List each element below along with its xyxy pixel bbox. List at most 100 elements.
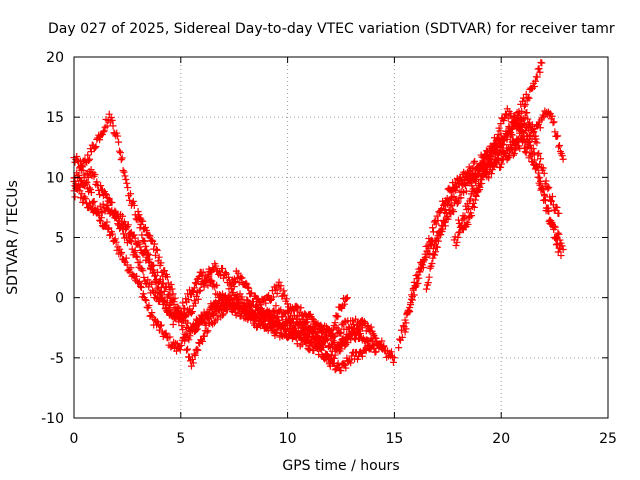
data-point bbox=[82, 195, 90, 203]
data-point bbox=[485, 153, 493, 161]
data-point bbox=[111, 235, 119, 243]
data-point bbox=[193, 325, 201, 333]
data-point bbox=[505, 153, 513, 161]
data-point bbox=[133, 253, 141, 261]
data-point bbox=[108, 199, 116, 207]
data-point bbox=[433, 212, 441, 220]
data-point bbox=[305, 333, 313, 341]
data-point bbox=[213, 281, 221, 289]
data-point bbox=[438, 227, 446, 235]
data-point bbox=[328, 330, 336, 338]
data-point bbox=[100, 127, 108, 135]
data-point bbox=[402, 319, 410, 327]
data-point bbox=[389, 358, 397, 366]
data-point bbox=[86, 155, 94, 163]
data-point bbox=[123, 179, 131, 187]
data-point bbox=[136, 278, 144, 286]
data-point bbox=[344, 339, 352, 347]
data-point bbox=[283, 295, 291, 303]
data-point bbox=[93, 178, 101, 186]
data-point bbox=[449, 206, 457, 214]
data-point bbox=[115, 138, 123, 146]
data-point bbox=[471, 196, 479, 204]
data-point bbox=[428, 260, 436, 268]
data-point bbox=[141, 296, 149, 304]
data-point bbox=[535, 169, 543, 177]
data-point bbox=[276, 285, 284, 293]
data-point bbox=[487, 170, 495, 178]
data-point bbox=[148, 280, 156, 288]
data-point bbox=[352, 315, 360, 323]
data-point bbox=[234, 269, 242, 277]
data-point bbox=[139, 290, 147, 298]
data-point bbox=[363, 322, 371, 330]
series-5 bbox=[134, 208, 351, 370]
data-point bbox=[156, 322, 164, 330]
y-tick-label: -10 bbox=[41, 411, 64, 427]
data-point bbox=[104, 225, 112, 233]
data-point bbox=[242, 303, 250, 311]
data-point bbox=[157, 259, 165, 267]
data-point bbox=[499, 140, 507, 148]
data-point bbox=[188, 308, 196, 316]
data-point bbox=[443, 209, 451, 217]
data-point bbox=[350, 320, 358, 328]
data-point bbox=[550, 225, 558, 233]
data-point bbox=[387, 348, 395, 356]
data-point bbox=[79, 198, 87, 206]
data-point bbox=[457, 177, 465, 185]
data-point bbox=[525, 94, 533, 102]
data-point bbox=[86, 199, 94, 207]
data-point bbox=[126, 190, 134, 198]
data-point bbox=[109, 122, 117, 130]
data-point bbox=[220, 310, 228, 318]
data-point bbox=[265, 291, 273, 299]
data-point bbox=[372, 348, 380, 356]
data-point bbox=[184, 345, 192, 353]
data-point bbox=[123, 261, 131, 269]
data-point bbox=[238, 274, 246, 282]
data-point bbox=[238, 293, 246, 301]
data-point bbox=[92, 143, 100, 151]
data-point bbox=[440, 217, 448, 225]
data-point bbox=[440, 218, 448, 226]
data-point bbox=[90, 197, 98, 205]
data-point bbox=[416, 268, 424, 276]
data-point bbox=[408, 296, 416, 304]
data-point bbox=[144, 251, 152, 259]
y-axis-label: SDTVAR / TECUs bbox=[5, 180, 21, 295]
data-point bbox=[530, 156, 538, 164]
data-point bbox=[534, 151, 542, 159]
data-point bbox=[533, 139, 541, 147]
data-point bbox=[101, 190, 109, 198]
data-point bbox=[148, 236, 156, 244]
data-point bbox=[493, 135, 501, 143]
data-point bbox=[301, 330, 309, 338]
data-point bbox=[559, 246, 567, 254]
data-point bbox=[226, 291, 234, 299]
data-point bbox=[524, 142, 532, 150]
data-point bbox=[152, 245, 160, 253]
data-point bbox=[115, 147, 123, 155]
data-point bbox=[534, 173, 542, 181]
data-point bbox=[395, 344, 403, 352]
data-point bbox=[187, 309, 195, 317]
data-point bbox=[368, 341, 376, 349]
data-point bbox=[142, 226, 150, 234]
data-point bbox=[407, 295, 415, 303]
data-point bbox=[134, 208, 142, 216]
data-point bbox=[189, 359, 197, 367]
data-point bbox=[535, 65, 543, 73]
data-point bbox=[340, 337, 348, 345]
data-point bbox=[153, 246, 161, 254]
data-point bbox=[556, 236, 564, 244]
data-point bbox=[405, 306, 413, 314]
data-point bbox=[452, 241, 460, 249]
data-point bbox=[145, 231, 153, 239]
data-point bbox=[549, 119, 557, 127]
data-point bbox=[200, 332, 208, 340]
data-point bbox=[96, 136, 104, 144]
data-point bbox=[152, 289, 160, 297]
data-point bbox=[337, 329, 345, 337]
data-point bbox=[327, 355, 335, 363]
